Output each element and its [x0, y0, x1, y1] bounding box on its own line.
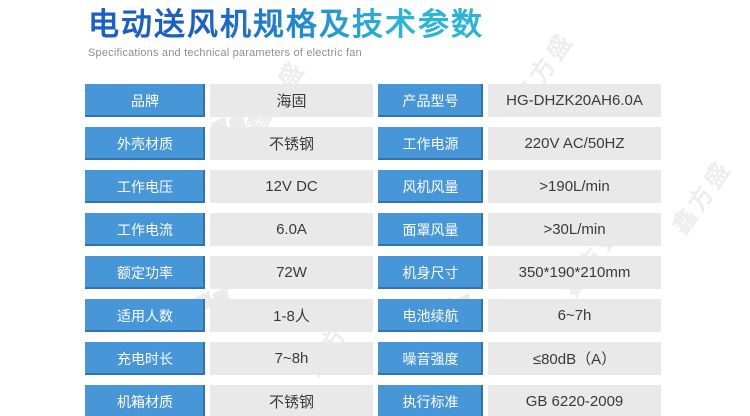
- spec-label-power-supply: 工作电源: [378, 127, 483, 160]
- table-row: 外壳材质 不锈钢 工作电源 220V AC/50HZ: [85, 127, 661, 160]
- spec-value-fan-airflow: >190L/min: [488, 170, 661, 203]
- spec-value-current: 6.0A: [210, 213, 373, 246]
- spec-label-noise-level: 噪音强度: [378, 342, 483, 375]
- spec-label-body-size: 机身尺寸: [378, 256, 483, 289]
- table-row: 机箱材质 不锈钢 执行标准 GB 6220-2009: [85, 385, 661, 416]
- spec-label-fan-airflow: 风机风量: [378, 170, 483, 203]
- header: 电动送风机规格及技术参数 Specifications and technica…: [88, 6, 484, 59]
- spec-label-shell-material: 外壳材质: [85, 127, 205, 160]
- page-subtitle: Specifications and technical parameters …: [88, 47, 362, 59]
- spec-label-mask-airflow: 面罩风量: [378, 213, 483, 246]
- table-row: 品牌 海固 产品型号 HG-DHZK20AH6.0A: [85, 84, 661, 117]
- spec-label-rated-power: 额定功率: [85, 256, 205, 289]
- spec-label-standard: 执行标准: [378, 385, 483, 416]
- spec-value-charge-time: 7~8h: [210, 342, 373, 375]
- watermark: 鑫方盛: [667, 155, 738, 240]
- spec-label-user-count: 适用人数: [85, 299, 205, 332]
- spec-label-case-material: 机箱材质: [85, 385, 205, 416]
- spec-label-battery-life: 电池续航: [378, 299, 483, 332]
- spec-value-rated-power: 72W: [210, 256, 373, 289]
- spec-value-voltage: 12V DC: [210, 170, 373, 203]
- spec-label-brand: 品牌: [85, 84, 205, 117]
- spec-value-body-size: 350*190*210mm: [488, 256, 661, 289]
- spec-value-noise-level: ≤80dB（A）: [488, 342, 661, 375]
- spec-label-current: 工作电流: [85, 213, 205, 246]
- page-title: 电动送风机规格及技术参数: [88, 7, 484, 42]
- table-row: 适用人数 1-8人 电池续航 6~7h: [85, 299, 661, 332]
- spec-label-charge-time: 充电时长: [85, 342, 205, 375]
- table-row: 工作电压 12V DC 风机风量 >190L/min: [85, 170, 661, 203]
- spec-value-standard: GB 6220-2009: [488, 385, 661, 416]
- spec-value-user-count: 1-8人: [210, 299, 373, 332]
- spec-value-brand: 海固: [210, 84, 373, 117]
- spec-value-case-material: 不锈钢: [210, 385, 373, 416]
- spec-value-battery-life: 6~7h: [488, 299, 661, 332]
- table-row: 充电时长 7~8h 噪音强度 ≤80dB（A）: [85, 342, 661, 375]
- spec-value-power-supply: 220V AC/50HZ: [488, 127, 661, 160]
- spec-value-model: HG-DHZK20AH6.0A: [488, 84, 661, 117]
- spec-value-shell-material: 不锈钢: [210, 127, 373, 160]
- table-row: 额定功率 72W 机身尺寸 350*190*210mm: [85, 256, 661, 289]
- spec-value-mask-airflow: >30L/min: [488, 213, 661, 246]
- spec-table: 品牌 海固 产品型号 HG-DHZK20AH6.0A 外壳材质 不锈钢 工作电源…: [85, 84, 661, 416]
- spec-label-voltage: 工作电压: [85, 170, 205, 203]
- table-row: 工作电流 6.0A 面罩风量 >30L/min: [85, 213, 661, 246]
- spec-label-model: 产品型号: [378, 84, 483, 117]
